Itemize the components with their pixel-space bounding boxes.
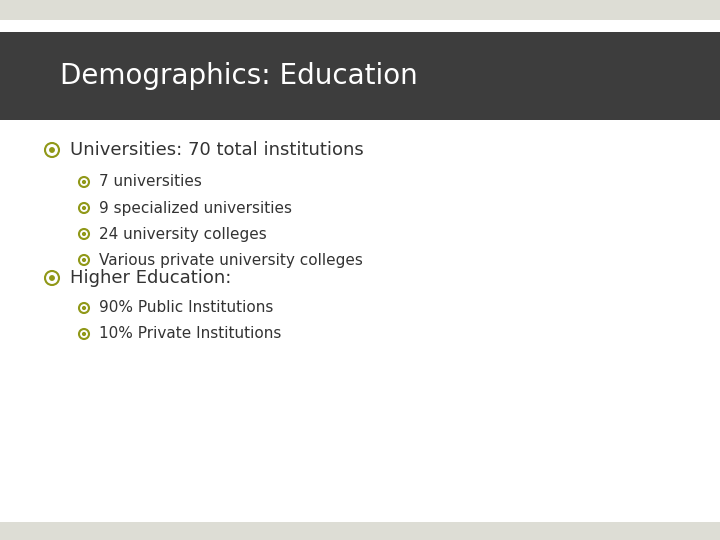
Circle shape: [49, 147, 55, 153]
Circle shape: [82, 232, 86, 236]
Text: 24 university colleges: 24 university colleges: [99, 226, 266, 241]
Text: 9 specialized universities: 9 specialized universities: [99, 200, 292, 215]
Circle shape: [82, 332, 86, 336]
Circle shape: [82, 306, 86, 310]
Circle shape: [82, 258, 86, 262]
Circle shape: [82, 180, 86, 184]
Text: Universities: 70 total institutions: Universities: 70 total institutions: [70, 141, 364, 159]
Circle shape: [49, 275, 55, 281]
Text: 10% Private Institutions: 10% Private Institutions: [99, 327, 282, 341]
FancyBboxPatch shape: [0, 0, 720, 20]
Text: Various private university colleges: Various private university colleges: [99, 253, 363, 267]
Circle shape: [82, 206, 86, 210]
Text: Demographics: Education: Demographics: Education: [60, 62, 418, 90]
Text: 90% Public Institutions: 90% Public Institutions: [99, 300, 274, 315]
FancyBboxPatch shape: [0, 522, 720, 540]
Text: 7 universities: 7 universities: [99, 174, 202, 190]
FancyBboxPatch shape: [0, 32, 720, 120]
Text: Higher Education:: Higher Education:: [70, 269, 231, 287]
